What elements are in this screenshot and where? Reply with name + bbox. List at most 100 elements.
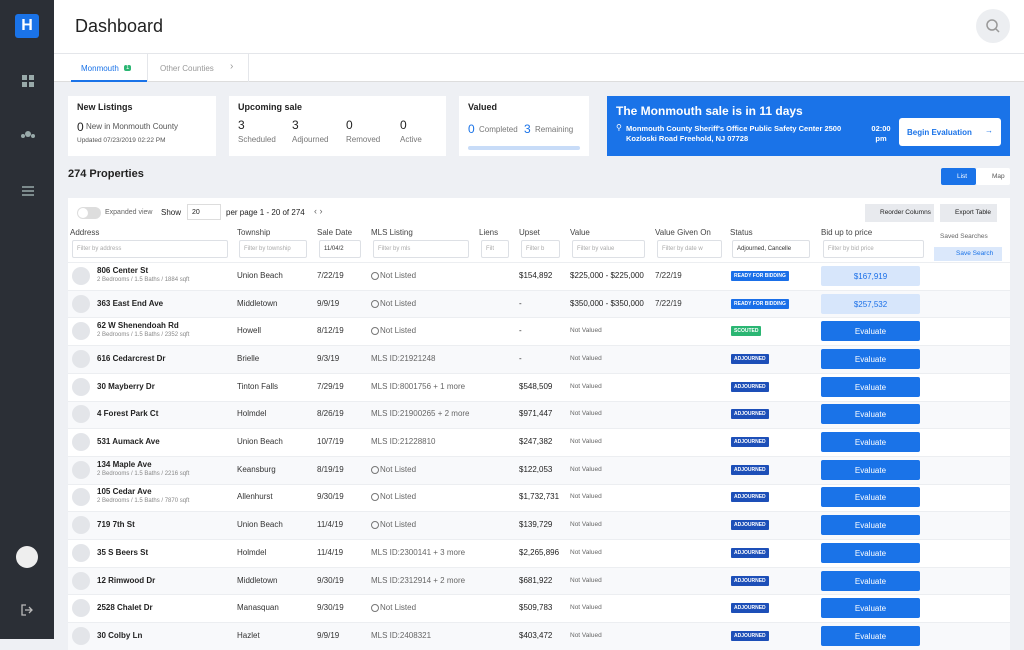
column-header[interactable]: Liens bbox=[479, 228, 499, 237]
status-badge: SCOUTED bbox=[731, 326, 762, 337]
column-header[interactable]: Status bbox=[730, 228, 753, 237]
status-badge: ADJOURNED bbox=[731, 520, 769, 531]
address: 30 Mayberry Dr bbox=[97, 381, 155, 391]
evaluate-button[interactable]: Evaluate bbox=[821, 515, 920, 536]
value: Not Valued bbox=[570, 548, 602, 556]
nav-icons[interactable] bbox=[21, 74, 35, 214]
expanded-label: Expanded view bbox=[105, 209, 153, 216]
mls: Not Listed bbox=[380, 464, 417, 474]
evaluate-button[interactable]: Evaluate bbox=[821, 432, 920, 453]
evaluate-button[interactable]: Evaluate bbox=[821, 376, 920, 397]
pager-arrows[interactable]: ‹ › bbox=[314, 206, 323, 216]
address: 62 W Shenendoah Rd bbox=[97, 321, 179, 331]
tab-active[interactable]: Monmouth 1 bbox=[71, 54, 147, 82]
paging: per page 1 - 20 of 274 bbox=[226, 208, 305, 217]
updated: Updated 07/23/2019 02:22 PM bbox=[77, 137, 166, 144]
sale-date: 8/19/19 bbox=[317, 464, 344, 474]
not-listed-icon bbox=[371, 465, 379, 474]
mls: MLS ID:21228810 bbox=[371, 437, 436, 447]
column-header[interactable]: Value Given On bbox=[655, 228, 711, 237]
column-header[interactable]: Sale Date bbox=[317, 228, 353, 237]
mls: Not Listed bbox=[380, 326, 417, 336]
column-filter[interactable]: Filter by date w bbox=[657, 240, 722, 258]
value: $350,000 - $350,000 bbox=[570, 298, 644, 308]
expanded-toggle[interactable] bbox=[77, 207, 101, 219]
sale-date: 9/9/19 bbox=[317, 630, 340, 640]
evaluate-button[interactable]: Evaluate bbox=[821, 321, 920, 342]
column-header[interactable]: Value bbox=[570, 228, 590, 237]
column-filter[interactable]: Filter by value bbox=[572, 240, 645, 258]
begin-evaluation-button[interactable]: Begin Evaluation → bbox=[899, 118, 1001, 146]
column-filter[interactable]: Filter by mls bbox=[373, 240, 469, 258]
evaluate-button[interactable]: Evaluate bbox=[821, 459, 920, 480]
column-header[interactable]: Address bbox=[70, 228, 100, 237]
address: 719 7th St bbox=[97, 520, 135, 530]
status-badge: ADJOURNED bbox=[731, 437, 769, 448]
tab-label: Monmouth bbox=[81, 64, 119, 73]
sale-date: 9/9/19 bbox=[317, 298, 340, 308]
township: Brielle bbox=[237, 353, 260, 363]
reorder-button[interactable]: Reorder Columns bbox=[865, 204, 934, 222]
banner-time: 02:00 pm bbox=[871, 124, 891, 143]
status-badge: ADJOURNED bbox=[731, 409, 769, 420]
bid-price[interactable]: $167,919 bbox=[821, 265, 920, 286]
evaluate-button[interactable]: Evaluate bbox=[821, 487, 920, 508]
status-badge: READY FOR BIDDING bbox=[731, 298, 789, 309]
value: Not Valued bbox=[570, 438, 602, 446]
mls: Not Listed bbox=[380, 298, 417, 308]
progress-bar bbox=[468, 146, 580, 150]
button-label: Begin Evaluation bbox=[907, 128, 972, 137]
stat-label: Active bbox=[400, 135, 422, 144]
column-filter[interactable]: Filter by address bbox=[72, 240, 228, 258]
list-view-button[interactable]: List bbox=[941, 168, 976, 185]
column-filter[interactable]: Filter by bid price bbox=[823, 240, 924, 258]
evaluate-button[interactable]: Evaluate bbox=[821, 404, 920, 425]
tab[interactable]: Other Counties › bbox=[147, 54, 249, 82]
card-new-listings: New Listings 0 New in Monmouth County Up… bbox=[68, 96, 216, 156]
sale-date: 7/29/19 bbox=[317, 381, 344, 391]
logo[interactable]: H bbox=[15, 14, 39, 38]
evaluate-button[interactable]: Evaluate bbox=[821, 542, 920, 563]
evaluate-button[interactable]: Evaluate bbox=[821, 570, 920, 591]
value-given-on: 7/22/19 bbox=[655, 270, 682, 280]
column-filter[interactable]: Filter by township bbox=[239, 240, 307, 258]
upset: $548,509 bbox=[519, 381, 553, 391]
township: Hazlet bbox=[237, 630, 260, 640]
upset: $1,732,731 bbox=[519, 492, 560, 502]
status-badge: READY FOR BIDDING bbox=[731, 270, 789, 281]
column-filter[interactable]: 11/04/2 bbox=[319, 240, 361, 258]
map-view-button[interactable]: Map bbox=[976, 168, 1010, 185]
value-given-on: 7/22/19 bbox=[655, 298, 682, 308]
column-header[interactable]: Township bbox=[237, 228, 271, 237]
card-title: Upcoming sale bbox=[238, 102, 303, 112]
card-valued: Valued 0 Completed 3 Remaining bbox=[459, 96, 589, 156]
mls: MLS ID:2312914 + 2 more bbox=[371, 575, 466, 585]
column-filter[interactable]: Adjourned, Cancelle bbox=[732, 240, 810, 258]
column-header[interactable]: Bid up to price bbox=[821, 228, 873, 237]
value: Not Valued bbox=[570, 493, 602, 501]
mls: MLS ID:21921248 bbox=[371, 353, 436, 363]
house-icon bbox=[72, 460, 90, 479]
save-search-button[interactable]: Save Search bbox=[934, 247, 1002, 261]
column-filter[interactable]: Filter b bbox=[521, 240, 560, 258]
per-page-select[interactable]: 20 bbox=[187, 204, 221, 220]
evaluate-button[interactable]: Evaluate bbox=[821, 348, 920, 369]
upset: $154,892 bbox=[519, 270, 553, 280]
search-button[interactable] bbox=[976, 9, 1010, 43]
column-filter[interactable]: Filt bbox=[481, 240, 509, 258]
logout-icon[interactable] bbox=[21, 604, 33, 616]
properties-title: 274 Properties bbox=[68, 168, 144, 180]
avatar[interactable] bbox=[16, 546, 38, 568]
card-title: Valued bbox=[468, 102, 498, 112]
stat-label: New in Monmouth County bbox=[86, 122, 179, 131]
column-header[interactable]: MLS Listing bbox=[371, 228, 413, 237]
evaluate-button[interactable]: Evaluate bbox=[821, 625, 920, 646]
not-listed-icon bbox=[371, 521, 379, 530]
sale-date: 10/7/19 bbox=[317, 437, 344, 447]
export-button[interactable]: Export Table bbox=[940, 204, 997, 222]
saved-searches[interactable]: Saved Searches bbox=[940, 233, 988, 240]
column-header[interactable]: Upset bbox=[519, 228, 540, 237]
bid-price[interactable]: $257,532 bbox=[821, 293, 920, 314]
evaluate-button[interactable]: Evaluate bbox=[821, 598, 920, 619]
